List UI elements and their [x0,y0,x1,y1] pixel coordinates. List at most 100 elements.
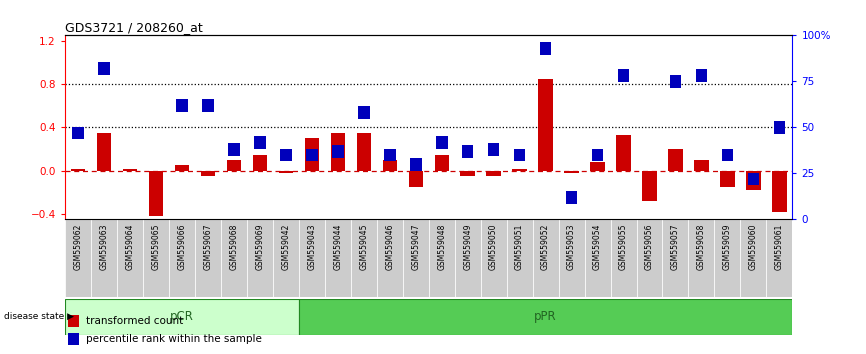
Bar [410,158,422,171]
Bar [429,219,455,297]
Bar [306,149,318,161]
Text: GSM559052: GSM559052 [541,223,550,270]
Bar [662,219,688,297]
Bar [149,171,163,216]
Bar [481,219,507,297]
Bar [221,219,247,297]
Bar [695,69,708,82]
Bar [533,219,559,297]
Text: GSM559053: GSM559053 [567,223,576,270]
Text: GSM559059: GSM559059 [723,223,732,270]
Text: GSM559067: GSM559067 [204,223,212,270]
Text: pPR: pPR [534,310,557,323]
Text: GSM559057: GSM559057 [671,223,680,270]
Text: GSM559044: GSM559044 [333,223,342,270]
Bar [299,299,792,335]
Bar [617,135,630,171]
Text: GSM559048: GSM559048 [437,223,446,270]
Text: GSM559054: GSM559054 [593,223,602,270]
Bar [435,154,449,171]
Bar [117,219,143,297]
Bar [772,171,786,212]
Bar [71,169,85,171]
Bar [688,219,714,297]
Text: GSM559055: GSM559055 [619,223,628,270]
Bar [123,169,137,171]
Bar [279,171,293,173]
Bar [176,99,188,112]
Bar [227,160,241,171]
Text: GSM559046: GSM559046 [385,223,394,270]
Bar [766,219,792,297]
Text: GSM559065: GSM559065 [152,223,160,270]
Text: GSM559062: GSM559062 [74,223,82,270]
Bar [143,219,169,297]
Bar [507,219,533,297]
Bar [455,219,481,297]
Text: percentile rank within the sample: percentile rank within the sample [86,334,262,344]
Text: GSM559060: GSM559060 [749,223,758,270]
Bar [97,133,111,171]
Bar [98,62,110,75]
Bar [461,171,475,176]
Bar [305,138,319,171]
Bar [357,133,371,171]
Bar [91,219,117,297]
Bar [591,149,604,161]
Bar [201,171,215,176]
Bar [637,219,662,297]
Text: GSM559045: GSM559045 [359,223,368,270]
Bar [585,219,611,297]
Bar [747,172,759,185]
Text: GSM559061: GSM559061 [775,223,784,270]
Bar [332,145,344,158]
Bar [299,219,325,297]
Bar [325,219,351,297]
Bar [169,219,195,297]
Bar [358,106,370,119]
Bar [68,333,79,345]
Bar [514,149,526,161]
Bar [540,42,552,55]
Bar [487,171,501,176]
Bar [403,219,429,297]
Bar [559,219,585,297]
Bar [247,219,273,297]
Bar [72,126,84,139]
Bar [409,171,423,187]
Bar [383,160,397,171]
Bar [436,136,448,149]
Bar [695,160,708,171]
Text: GSM559069: GSM559069 [255,223,264,270]
Text: transformed count: transformed count [86,316,183,326]
Text: GSM559047: GSM559047 [411,223,420,270]
Bar [591,162,604,171]
Bar [565,191,578,204]
Bar [462,145,474,158]
Bar [68,315,79,327]
Bar [331,133,345,171]
Bar [565,171,578,173]
Text: GSM559051: GSM559051 [515,223,524,270]
Bar [384,149,396,161]
Text: pCR: pCR [170,310,194,323]
Bar [65,299,299,335]
Bar [539,79,553,171]
Text: GSM559066: GSM559066 [178,223,186,270]
Bar [280,149,292,161]
Bar [351,219,377,297]
Text: GSM559063: GSM559063 [100,223,108,270]
Bar [253,154,267,171]
Bar [746,171,760,190]
Bar [721,171,734,187]
Bar [740,219,766,297]
Text: GSM559049: GSM559049 [463,223,472,270]
Bar [65,219,91,297]
Bar [228,143,240,156]
Bar [488,143,500,156]
Text: disease state ▶: disease state ▶ [4,312,74,321]
Text: GSM559050: GSM559050 [489,223,498,270]
Bar [202,99,214,112]
Bar [195,219,221,297]
Text: GDS3721 / 208260_at: GDS3721 / 208260_at [65,21,203,34]
